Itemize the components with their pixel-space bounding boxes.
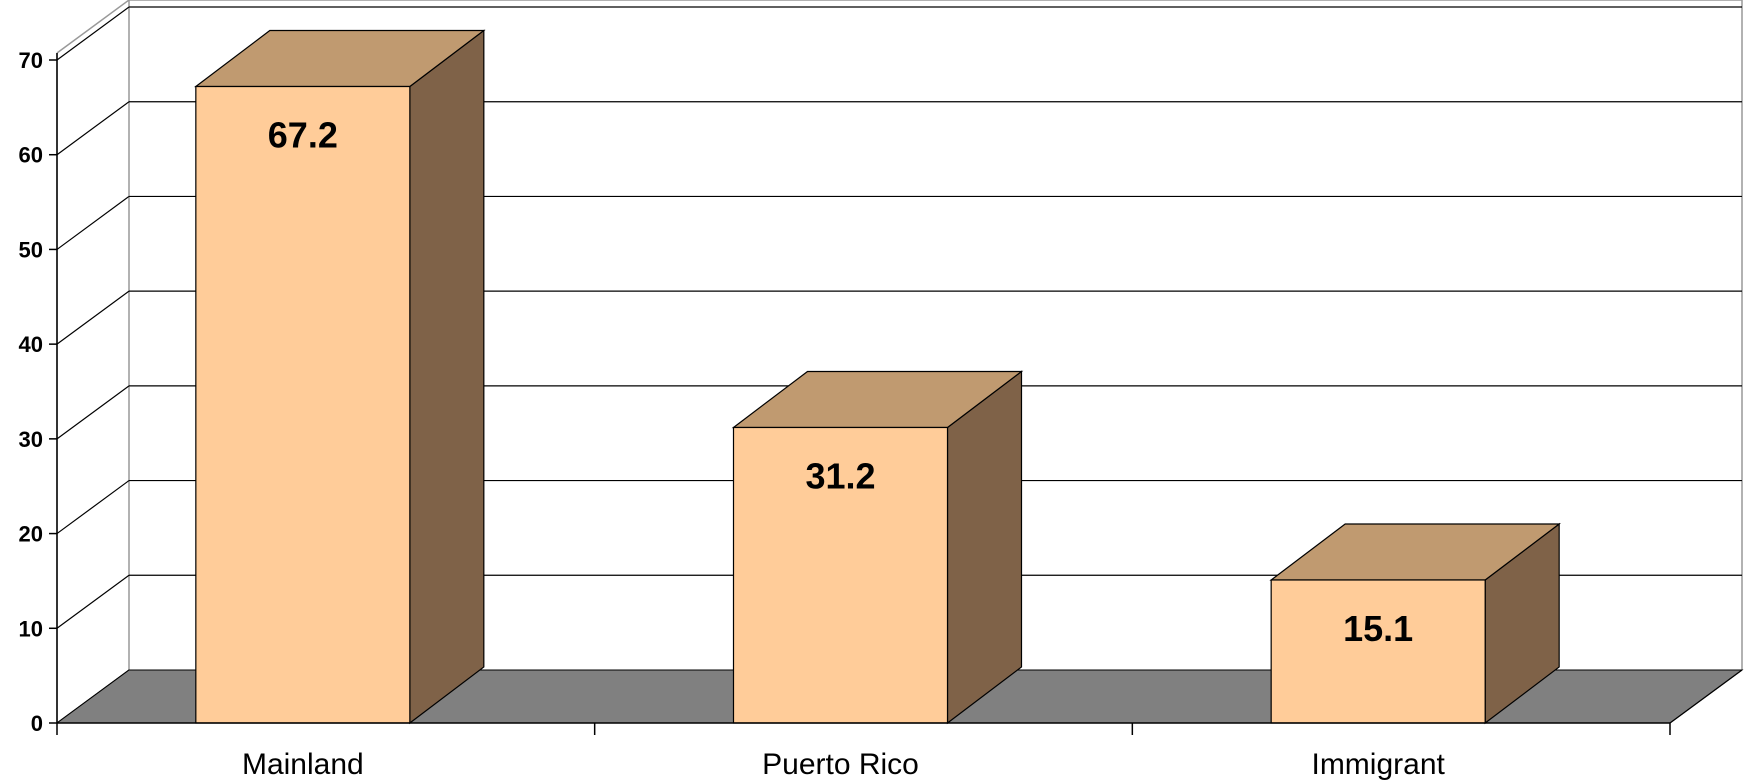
data-label: 15.1	[1343, 608, 1413, 649]
bars	[194, 29, 1561, 725]
labels: 67.2 31.2 15.1 0 10 20 30 40 50 60 70 Mainland Puert…	[19, 48, 1446, 780]
y-tick-label: 20	[19, 522, 43, 547]
y-tick-label: 50	[19, 237, 43, 262]
bar-mainland	[194, 29, 486, 725]
gridline-diagonal	[56, 6, 130, 61]
side-wall-top-edge	[56, 0, 130, 54]
bar-front	[1270, 579, 1486, 724]
y-tick-label: 10	[19, 616, 43, 641]
y-tick-label: 70	[19, 48, 43, 73]
bar-front	[732, 426, 949, 724]
x-tick-label: Puerto Rico	[762, 748, 919, 780]
data-label: 31.2	[805, 455, 875, 496]
gridline-diagonal	[56, 480, 130, 535]
data-label: 67.2	[268, 115, 338, 156]
y-tick-label: 30	[19, 427, 43, 452]
axes	[49, 53, 1743, 735]
y-tick-label: 60	[19, 143, 43, 168]
y-tick-label: 40	[19, 332, 43, 357]
bar-side	[946, 370, 1023, 725]
gridline-diagonal	[56, 290, 130, 345]
x-tick-label: Mainland	[242, 748, 364, 780]
back-wall-frame	[128, 0, 1743, 670]
floor-right-edge	[1669, 669, 1743, 724]
x-tick-label: Immigrant	[1311, 748, 1445, 780]
y-tick-label: 0	[31, 711, 43, 736]
bar-side	[409, 29, 485, 725]
bar-puerto-rico	[731, 370, 1024, 725]
gridline-diagonal	[56, 195, 130, 250]
bar-front	[195, 85, 411, 724]
gridline-diagonal	[56, 574, 130, 629]
gridline-diagonal	[56, 101, 130, 156]
gridline-diagonal	[56, 385, 130, 440]
bar-immigrant	[1269, 522, 1561, 725]
